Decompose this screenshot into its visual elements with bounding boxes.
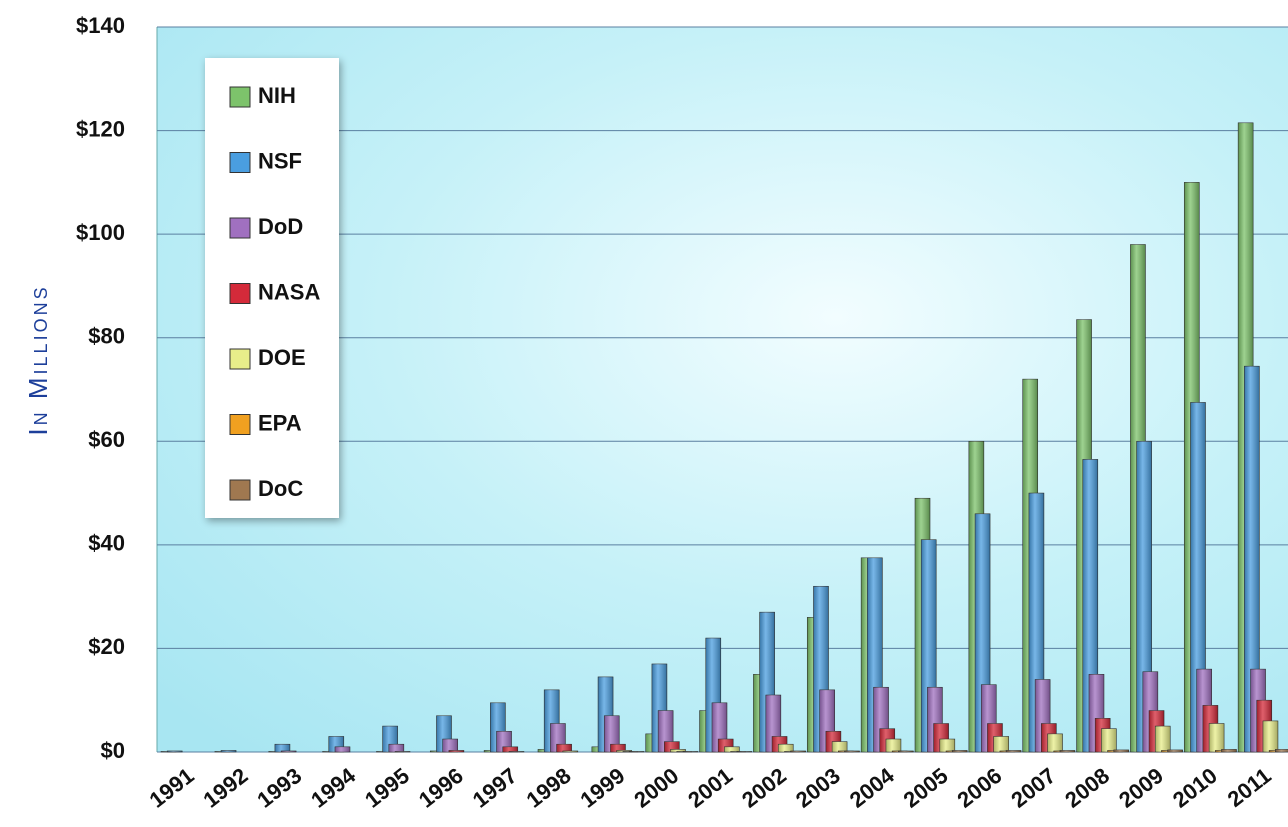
bar (844, 751, 859, 752)
x-tick-label: 2010 (1168, 763, 1222, 813)
y-axis-label: In Millions (23, 284, 53, 435)
legend-swatch (230, 87, 250, 107)
bar (1275, 749, 1288, 752)
legend-label: NASA (258, 279, 320, 304)
y-tick-label: $20 (88, 634, 125, 659)
bar (1048, 734, 1063, 752)
x-tick-label: 2007 (1006, 763, 1060, 813)
bar (994, 736, 1009, 752)
x-tick-label: 1999 (575, 763, 629, 813)
y-tick-label: $40 (88, 531, 125, 556)
y-tick-label: $140 (76, 13, 125, 38)
bar (1060, 750, 1075, 752)
x-tick-label: 2011 (1223, 763, 1276, 812)
chart: In Millions $0 $20 $40 $60 $80 $100 $120 $140 19… (0, 0, 1288, 827)
bar (1168, 750, 1183, 752)
x-tick-label: 1994 (306, 762, 361, 812)
x-tick-label: 1995 (360, 763, 414, 813)
bar (1155, 726, 1170, 752)
bar (832, 742, 847, 752)
y-tick-label: $120 (76, 116, 125, 141)
legend-label: DoD (258, 214, 303, 239)
bar (683, 751, 698, 752)
bar (952, 750, 967, 752)
legend-swatch (230, 284, 250, 304)
bar (1221, 749, 1236, 752)
y-tick-label: $0 (101, 738, 125, 763)
y-tick-label: $60 (88, 427, 125, 452)
legend-swatch (230, 415, 250, 435)
bar (737, 751, 752, 752)
legend-label: NSF (258, 148, 302, 173)
bar (167, 751, 182, 752)
y-tick-label: $80 (88, 324, 125, 349)
x-tick-label: 2004 (845, 762, 900, 812)
bar (940, 739, 955, 752)
x-tick-label: 1998 (522, 763, 576, 813)
x-tick-label: 1992 (198, 763, 252, 813)
x-tick-label: 2001 (683, 763, 737, 813)
bar (443, 739, 458, 752)
bar (563, 751, 578, 752)
x-tick-label: 1993 (252, 763, 306, 813)
bar (221, 750, 236, 752)
x-tick-label: 1997 (468, 763, 522, 813)
y-tick-label: $100 (76, 220, 125, 245)
legend-swatch (230, 480, 250, 500)
bar (1101, 729, 1116, 752)
bar (281, 751, 296, 752)
bar (1263, 721, 1278, 752)
bar (629, 751, 644, 752)
bar (1209, 724, 1224, 752)
bar (395, 751, 410, 752)
bar (449, 750, 464, 752)
x-tick-label: 2006 (952, 763, 1006, 813)
bar (898, 751, 913, 752)
x-tick-label: 2003 (791, 763, 845, 813)
x-tick-label: 1991 (145, 763, 199, 813)
x-tick-label: 1996 (414, 763, 468, 813)
legend-label: NIH (258, 83, 296, 108)
legend-swatch (230, 153, 250, 173)
x-tick-label: 2002 (737, 763, 791, 813)
bar (791, 751, 806, 752)
x-tick-label: 2009 (1114, 763, 1168, 813)
legend-swatch (230, 349, 250, 369)
bar (335, 747, 350, 752)
legend-label: DOE (258, 345, 306, 370)
bar (1006, 750, 1021, 752)
x-tick-label: 2008 (1060, 763, 1114, 813)
x-tick-label: 2005 (899, 763, 953, 813)
legend-swatch (230, 218, 250, 238)
legend-label: EPA (258, 410, 302, 435)
x-tick-label: 2000 (629, 763, 683, 813)
bar (389, 744, 404, 752)
bar (1114, 750, 1129, 752)
legend-label: DoC (258, 476, 303, 501)
bar (509, 751, 524, 752)
bar (886, 739, 901, 752)
